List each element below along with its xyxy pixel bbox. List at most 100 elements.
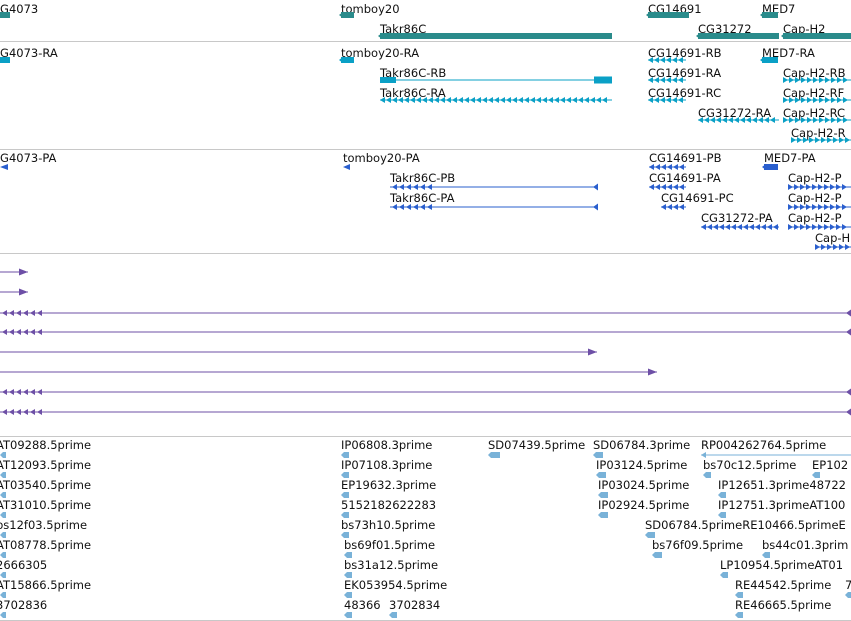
feature-label[interactable]: CG14691-RB xyxy=(648,46,722,60)
est-label[interactable]: LP10954.5primeAT01 xyxy=(720,558,844,572)
est-label[interactable]: IP02924.5prime xyxy=(598,498,690,512)
est-label[interactable]: EP19632.3prime xyxy=(341,478,437,492)
feature-glyph[interactable] xyxy=(647,182,692,192)
est-glyph[interactable] xyxy=(0,511,10,519)
feature-glyph[interactable] xyxy=(813,242,851,252)
est-label[interactable]: RE46665.5prime xyxy=(735,598,832,612)
est-label[interactable]: bs44c01.3prim xyxy=(762,538,849,552)
est-glyph[interactable] xyxy=(344,551,356,559)
feature-glyph[interactable] xyxy=(646,75,692,85)
est-glyph[interactable] xyxy=(0,551,10,559)
feature-glyph[interactable] xyxy=(378,75,618,85)
est-label[interactable]: AT03540.5prime xyxy=(0,478,92,492)
feature-label[interactable]: CG14691-PA xyxy=(649,171,721,185)
feature-label[interactable]: Takr86C-RB xyxy=(380,66,447,80)
est-glyph[interactable] xyxy=(389,611,401,619)
est-glyph[interactable] xyxy=(762,551,774,559)
feature-glyph[interactable] xyxy=(781,31,851,41)
feature-label[interactable]: Cap-H2-R xyxy=(791,126,846,140)
est-label[interactable]: 5152182622283 xyxy=(341,498,437,512)
feature-label[interactable]: CG31272-RA xyxy=(698,106,772,120)
feature-glyph[interactable] xyxy=(378,31,618,41)
feature-label[interactable]: Cap-H xyxy=(815,231,851,245)
est-label[interactable]: AT12093.5prime xyxy=(0,458,92,472)
est-glyph[interactable] xyxy=(598,511,612,519)
est-glyph[interactable] xyxy=(593,451,607,459)
est-glyph[interactable] xyxy=(645,531,659,539)
est-label[interactable]: IP03024.5prime xyxy=(598,478,690,492)
feature-label[interactable]: tomboy20 xyxy=(341,2,400,16)
feature-glyph[interactable] xyxy=(0,55,16,65)
feature-glyph[interactable] xyxy=(781,75,851,85)
feature-label[interactable]: CG14691-PB xyxy=(649,151,722,165)
feature-label[interactable]: tomboy20-RA xyxy=(341,46,420,60)
feature-label[interactable]: CG14691-PC xyxy=(661,191,734,205)
feature-glyph[interactable] xyxy=(0,407,851,417)
est-glyph[interactable] xyxy=(735,591,747,599)
est-glyph[interactable] xyxy=(598,491,612,499)
est-glyph[interactable] xyxy=(701,451,851,459)
est-glyph[interactable] xyxy=(341,451,353,459)
feature-label[interactable]: CG31272-PA xyxy=(701,211,773,225)
feature-glyph[interactable] xyxy=(762,162,784,172)
feature-glyph[interactable] xyxy=(339,55,360,65)
est-glyph[interactable] xyxy=(812,471,824,479)
est-glyph[interactable] xyxy=(718,511,730,519)
est-label[interactable]: IP12651.3prime48722 xyxy=(718,478,846,492)
est-glyph[interactable] xyxy=(341,511,353,519)
feature-glyph[interactable] xyxy=(781,95,851,105)
feature-glyph[interactable] xyxy=(696,31,785,41)
feature-label[interactable]: CG4073-PA xyxy=(0,151,57,165)
est-label[interactable]: IP03124.5prime xyxy=(596,458,688,472)
est-glyph[interactable] xyxy=(0,591,10,599)
feature-glyph[interactable] xyxy=(786,222,851,232)
est-label[interactable]: IP06808.3prime xyxy=(341,438,433,452)
est-glyph[interactable] xyxy=(341,491,353,499)
est-glyph[interactable] xyxy=(344,611,356,619)
feature-glyph[interactable] xyxy=(0,267,34,277)
feature-glyph[interactable] xyxy=(760,10,784,20)
feature-label[interactable]: Cap-H2 xyxy=(783,22,826,36)
feature-glyph[interactable] xyxy=(341,162,356,172)
est-label[interactable]: 3702836 xyxy=(0,598,48,612)
est-glyph[interactable] xyxy=(0,531,10,539)
est-label[interactable]: bs31a12.5prime xyxy=(344,558,439,572)
est-glyph[interactable] xyxy=(344,571,356,579)
est-label[interactable]: IP07108.3prime xyxy=(341,458,433,472)
est-label[interactable]: bs70c12.5prime xyxy=(703,458,797,472)
est-label[interactable]: AT09288.5prime xyxy=(0,438,92,452)
est-glyph[interactable] xyxy=(735,611,747,619)
est-label[interactable]: 48366 xyxy=(344,598,381,612)
est-glyph[interactable] xyxy=(341,471,353,479)
feature-glyph[interactable] xyxy=(0,347,603,357)
feature-glyph[interactable] xyxy=(0,162,14,172)
feature-label[interactable]: Takr86C-PB xyxy=(390,171,456,185)
feature-glyph[interactable] xyxy=(646,10,695,20)
feature-glyph[interactable] xyxy=(0,308,851,318)
est-label[interactable]: SD06784.3prime xyxy=(593,438,691,452)
feature-label[interactable]: CG14691-RC xyxy=(648,86,722,100)
feature-label[interactable]: tomboy20-PA xyxy=(343,151,420,165)
feature-glyph[interactable] xyxy=(0,367,663,377)
est-glyph[interactable] xyxy=(596,471,610,479)
feature-label[interactable]: Cap-H2-RB xyxy=(783,66,846,80)
est-label[interactable]: EP102 xyxy=(812,458,849,472)
feature-label[interactable]: Takr86C xyxy=(380,22,427,36)
feature-glyph[interactable] xyxy=(699,222,785,232)
est-glyph[interactable] xyxy=(0,451,10,459)
est-label[interactable]: 3702834 xyxy=(389,598,441,612)
feature-label[interactable]: Cap-H2-P xyxy=(788,171,842,185)
est-glyph[interactable] xyxy=(0,611,10,619)
feature-glyph[interactable] xyxy=(339,10,360,20)
est-glyph[interactable] xyxy=(0,571,10,579)
est-glyph[interactable] xyxy=(341,531,353,539)
est-label[interactable]: bs76f09.5prime xyxy=(652,538,744,552)
feature-label[interactable]: CG14691-RA xyxy=(648,66,722,80)
feature-glyph[interactable] xyxy=(378,95,618,105)
est-glyph[interactable] xyxy=(703,471,715,479)
est-label[interactable]: 7 xyxy=(845,578,851,592)
est-label[interactable]: AT31010.5prime xyxy=(0,498,92,512)
est-label[interactable]: bs12f03.5prime xyxy=(0,518,88,532)
est-glyph[interactable] xyxy=(720,571,732,579)
est-glyph[interactable] xyxy=(845,591,851,599)
